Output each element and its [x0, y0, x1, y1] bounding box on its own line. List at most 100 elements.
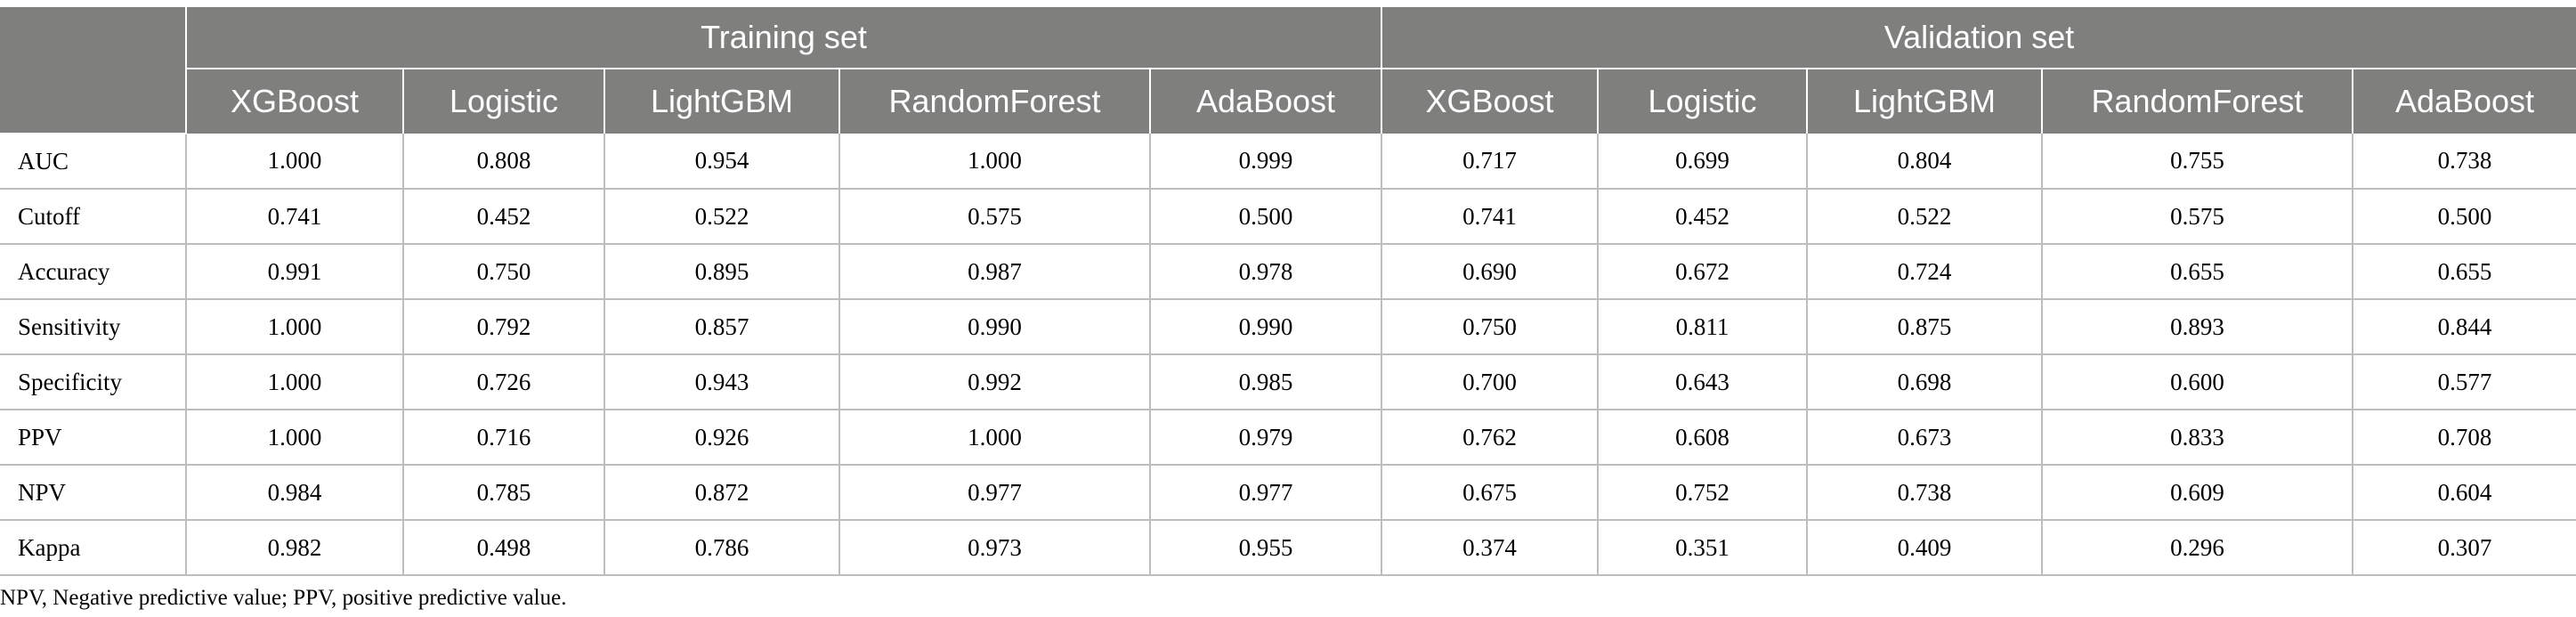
table-cell: 0.762: [1381, 409, 1599, 466]
table-cell: 0.500: [2351, 188, 2576, 245]
table-body: AUC 1.000 0.808 0.954 1.000 0.999 0.717 0.699 0.…: [0, 134, 2576, 576]
table-cell: 0.895: [603, 243, 840, 300]
table-cell: 0.979: [1149, 409, 1382, 466]
table-cell: 0.699: [1597, 134, 1808, 190]
table-cell: 0.498: [402, 519, 605, 576]
table-cell: 0.750: [402, 243, 605, 300]
table-cell: 0.844: [2351, 298, 2576, 355]
column-header-training-lightgbm: LightGBM: [603, 69, 839, 134]
table-cell: 0.750: [1381, 298, 1599, 355]
table-cell: 0.977: [1149, 464, 1382, 521]
table-cell: 0.409: [1806, 519, 2043, 576]
table-cell: 0.985: [1149, 353, 1382, 410]
table-cell: 0.893: [2041, 298, 2353, 355]
table-cell: 1.000: [185, 134, 404, 190]
column-header-training-randomforest: RandomForest: [838, 69, 1150, 134]
table-cell: 0.872: [603, 464, 840, 521]
table-cell: 0.755: [2041, 134, 2353, 190]
table-cell: 0.786: [603, 519, 840, 576]
footnote: NPV, Negative predictive value; PPV, pos…: [0, 586, 567, 610]
table-row: Specificity 1.000 0.726 0.943 0.992 0.985 0.70…: [0, 353, 2576, 410]
table-cell: 0.990: [1149, 298, 1382, 355]
column-header-validation-adaboost: AdaBoost: [2351, 69, 2576, 134]
model-header-row: XGBoost Logistic LightGBM RandomForest AdaBo…: [0, 69, 2576, 134]
row-label: NPV: [0, 464, 187, 521]
row-label: PPV: [0, 409, 187, 466]
row-label: Sensitivity: [0, 298, 187, 355]
column-header-validation-xgboost: XGBoost: [1381, 69, 1598, 134]
column-header-training-adaboost: AdaBoost: [1149, 69, 1381, 134]
table-cell: 0.351: [1597, 519, 1808, 576]
table-cell: 0.808: [402, 134, 605, 190]
table-cell: 0.926: [603, 409, 840, 466]
column-header-validation-lightgbm: LightGBM: [1806, 69, 2042, 134]
table-cell: 0.724: [1806, 243, 2043, 300]
table-cell: 0.673: [1806, 409, 2043, 466]
table-cell: 0.575: [838, 188, 1151, 245]
row-label: AUC: [0, 134, 187, 190]
table-cell: 0.978: [1149, 243, 1382, 300]
table-cell: 0.804: [1806, 134, 2043, 190]
table-cell: 0.608: [1597, 409, 1808, 466]
table-cell: 0.522: [603, 188, 840, 245]
table-cell: 0.700: [1381, 353, 1599, 410]
table-cell: 0.999: [1149, 134, 1382, 190]
table-row: Sensitivity 1.000 0.792 0.857 0.990 0.990 0.75…: [0, 298, 2576, 355]
table-row: PPV 1.000 0.716 0.926 1.000 0.979 0.762 0.608 0.…: [0, 409, 2576, 466]
table-cell: 1.000: [185, 298, 404, 355]
table-cell: 0.522: [1806, 188, 2043, 245]
table-cell: 0.708: [2351, 409, 2576, 466]
table-cell: 0.296: [2041, 519, 2353, 576]
table-cell: 0.990: [838, 298, 1151, 355]
table-cell: 0.655: [2351, 243, 2576, 300]
table-cell: 0.374: [1381, 519, 1599, 576]
group-header-row: Training set Validation set: [0, 7, 2576, 134]
table-cell: 0.690: [1381, 243, 1599, 300]
results-table-container: Training set Validation set XGBoost Logis…: [0, 7, 2576, 610]
table-row: NPV 0.984 0.785 0.872 0.977 0.977 0.675 0.752 0.…: [0, 464, 2576, 521]
table-row: Accuracy 0.991 0.750 0.895 0.987 0.978 0.690 0.…: [0, 243, 2576, 300]
model-performance-table: Training set Validation set XGBoost Logis…: [0, 7, 2576, 576]
row-label: Specificity: [0, 353, 187, 410]
table-cell: 0.609: [2041, 464, 2353, 521]
table-cell: 0.717: [1381, 134, 1599, 190]
table-cell: 0.716: [402, 409, 605, 466]
table-cell: 0.643: [1597, 353, 1808, 410]
table-cell: 0.792: [402, 298, 605, 355]
table-cell: 0.600: [2041, 353, 2353, 410]
table-cell: 0.857: [603, 298, 840, 355]
table-cell: 0.738: [1806, 464, 2043, 521]
table-cell: 0.698: [1806, 353, 2043, 410]
table-cell: 0.982: [185, 519, 404, 576]
corner-cell: [0, 7, 186, 134]
table-cell: 0.604: [2351, 464, 2576, 521]
table-cell: 0.726: [402, 353, 605, 410]
column-header-training-xgboost: XGBoost: [185, 69, 403, 134]
table-cell: 0.785: [402, 464, 605, 521]
table-cell: 0.741: [185, 188, 404, 245]
group-header-validation: Validation set: [1380, 7, 2576, 69]
table-cell: 0.811: [1597, 298, 1808, 355]
column-header-training-logistic: Logistic: [402, 69, 604, 134]
table-cell: 0.987: [838, 243, 1151, 300]
table-cell: 1.000: [838, 409, 1151, 466]
table-cell: 0.833: [2041, 409, 2353, 466]
table-cell: 0.955: [1149, 519, 1382, 576]
table-cell: 0.752: [1597, 464, 1808, 521]
table-cell: 0.500: [1149, 188, 1382, 245]
table-cell: 0.992: [838, 353, 1151, 410]
table-cell: 0.977: [838, 464, 1151, 521]
row-label: Cutoff: [0, 188, 187, 245]
table-cell: 0.738: [2351, 134, 2576, 190]
column-header-validation-randomforest: RandomForest: [2041, 69, 2353, 134]
table-cell: 0.452: [402, 188, 605, 245]
table-cell: 0.577: [2351, 353, 2576, 410]
table-row: Cutoff 0.741 0.452 0.522 0.575 0.500 0.741 0.45…: [0, 188, 2576, 245]
group-header-training: Training set: [185, 7, 1381, 69]
table-cell: 1.000: [838, 134, 1151, 190]
table-cell: 0.991: [185, 243, 404, 300]
table-cell: 0.655: [2041, 243, 2353, 300]
row-label: Accuracy: [0, 243, 187, 300]
table-cell: 0.954: [603, 134, 840, 190]
table-cell: 0.943: [603, 353, 840, 410]
